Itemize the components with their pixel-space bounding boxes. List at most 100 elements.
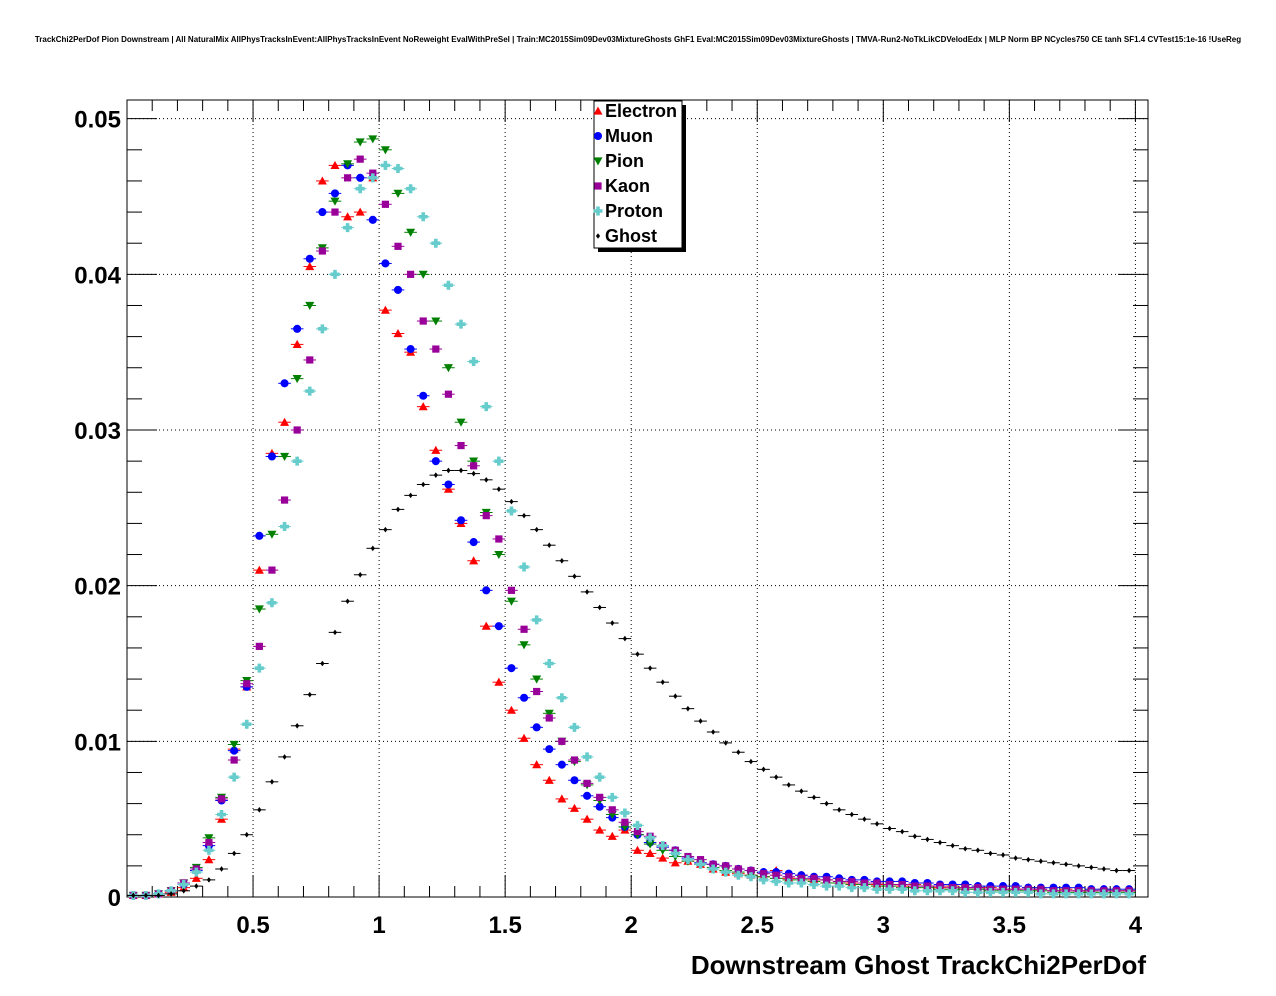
kaon-point — [558, 737, 566, 745]
electron-point — [280, 417, 290, 426]
kaon-point — [1037, 885, 1045, 893]
ghost-point — [748, 758, 754, 765]
proton-point — [1111, 889, 1121, 899]
proton-point — [733, 870, 743, 880]
proton-point — [859, 883, 869, 893]
pion-point — [355, 138, 365, 147]
ghost-point — [900, 828, 905, 835]
ghost-point — [786, 782, 791, 788]
kaon-point — [797, 874, 805, 882]
ghost-point — [1089, 864, 1094, 871]
legend-marker-pion — [593, 157, 603, 166]
proton-point — [406, 184, 416, 194]
ghost-point — [534, 526, 539, 533]
electron-point — [418, 402, 428, 411]
kaon-point — [722, 862, 730, 870]
kaon-point — [394, 242, 402, 250]
electron-point — [305, 262, 315, 271]
ghost-point — [295, 722, 300, 729]
kaon-point — [835, 877, 843, 886]
proton-point — [569, 722, 579, 732]
proton-point — [1124, 889, 1134, 899]
x-tick-label: 4 — [1129, 912, 1143, 939]
x-tick-label: 2 — [625, 912, 638, 939]
ghost-point — [257, 807, 262, 813]
electron-point — [494, 677, 504, 686]
electron-point — [544, 775, 554, 784]
proton-point — [1048, 889, 1058, 899]
muon-point — [444, 480, 453, 489]
ghost-point — [660, 679, 665, 685]
ghost-point — [156, 892, 161, 899]
y-tick-label: 0.02 — [74, 574, 121, 601]
kaon-point — [381, 200, 390, 208]
ghost-point — [597, 604, 602, 611]
ghost-point — [408, 492, 413, 499]
ghost-point — [1063, 861, 1069, 868]
electron-point — [506, 705, 516, 714]
kaon-point — [280, 496, 289, 504]
ghost-point — [711, 729, 716, 735]
proton-point — [443, 280, 453, 290]
proton-point — [191, 867, 201, 877]
muon-point — [482, 586, 491, 595]
pion-point — [456, 418, 466, 427]
proton-point — [343, 223, 353, 233]
y-tick-label: 0.03 — [74, 418, 121, 445]
ghost-point — [383, 526, 388, 533]
proton-point — [784, 878, 794, 888]
proton-point — [242, 719, 252, 729]
proton-point — [607, 792, 617, 802]
ghost-point — [912, 833, 917, 840]
pion-point — [229, 740, 239, 749]
electron-point — [380, 305, 390, 314]
legend-entries: Electron Muon Pion Kaon Proton Ghost — [593, 101, 677, 246]
kaon-point — [205, 838, 213, 847]
electron-point — [569, 803, 579, 812]
kaon-point — [507, 586, 516, 594]
electron-point — [481, 621, 491, 630]
muon-point — [532, 723, 541, 732]
kaon-point — [419, 317, 427, 325]
ghost-point — [169, 891, 174, 897]
kaon-point — [331, 208, 339, 216]
kaon-point — [243, 680, 251, 688]
kaon-point — [608, 806, 616, 814]
proton-point — [948, 886, 958, 896]
muon-point — [583, 791, 592, 800]
proton-point — [305, 386, 315, 396]
electron-point — [254, 565, 264, 574]
electron-point — [343, 212, 353, 221]
electron-point — [557, 794, 567, 803]
legend-label-proton: Proton — [605, 201, 663, 221]
kaon-point — [470, 462, 478, 470]
pion-point — [406, 228, 416, 237]
proton-point — [683, 855, 693, 865]
muon-point — [255, 531, 264, 540]
pion-point — [519, 641, 529, 650]
pion-point — [292, 375, 302, 384]
kaon-point — [923, 882, 932, 890]
proton-point — [519, 562, 529, 572]
kaon-point — [759, 870, 768, 878]
proton-point — [292, 456, 302, 466]
x-tick-label: 1.5 — [488, 912, 521, 939]
legend-marker-muon — [593, 131, 603, 141]
ghost-point — [1038, 858, 1043, 864]
proton-point — [595, 772, 605, 782]
ghost-point — [622, 635, 627, 642]
pion-point — [532, 675, 542, 684]
proton-point — [1086, 889, 1096, 899]
proton-point — [217, 809, 227, 819]
muon-point — [456, 516, 466, 525]
kaon-point — [495, 535, 503, 543]
proton-point — [696, 859, 706, 869]
muon-point — [293, 324, 302, 333]
kaon-point — [885, 880, 894, 889]
proton-point — [834, 881, 844, 891]
proton-point — [897, 884, 907, 894]
kaon-point — [596, 793, 604, 801]
legend-box — [593, 100, 683, 249]
ghost-point — [395, 506, 401, 513]
proton-point — [456, 319, 466, 329]
